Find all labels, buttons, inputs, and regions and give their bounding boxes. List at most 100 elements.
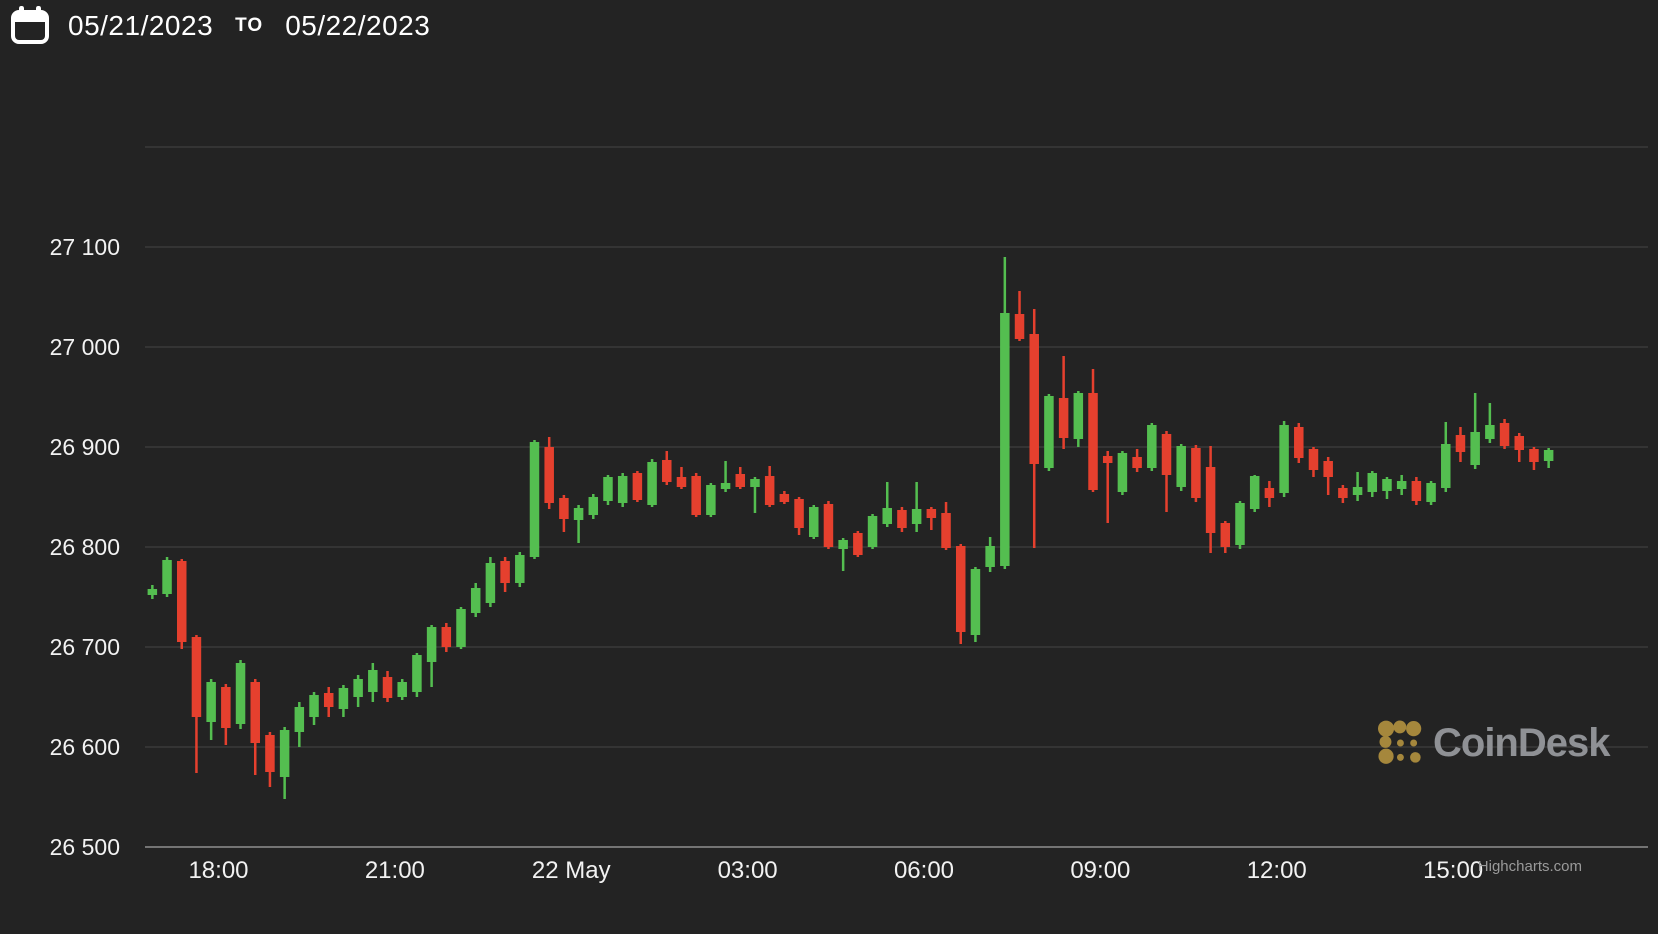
candle[interactable] bbox=[882, 482, 892, 527]
candle[interactable] bbox=[1294, 423, 1304, 463]
candle[interactable] bbox=[676, 467, 687, 489]
calendar-icon[interactable] bbox=[10, 6, 50, 46]
candle[interactable] bbox=[1279, 421, 1289, 497]
candle[interactable] bbox=[764, 466, 775, 507]
candle[interactable] bbox=[955, 544, 966, 644]
candle[interactable] bbox=[838, 538, 848, 571]
candle[interactable] bbox=[500, 557, 510, 592]
candle[interactable] bbox=[456, 607, 466, 649]
candle[interactable] bbox=[1161, 431, 1172, 512]
candle[interactable] bbox=[1249, 475, 1260, 512]
candle[interactable] bbox=[147, 585, 158, 599]
candle[interactable] bbox=[1323, 457, 1333, 495]
candle[interactable] bbox=[309, 692, 319, 725]
candle[interactable] bbox=[1132, 449, 1142, 472]
candle[interactable] bbox=[706, 483, 716, 517]
candle[interactable] bbox=[162, 557, 172, 597]
candle[interactable] bbox=[1058, 356, 1069, 449]
candle[interactable] bbox=[1396, 475, 1407, 495]
candle[interactable] bbox=[617, 473, 628, 507]
candle[interactable] bbox=[1308, 447, 1319, 477]
candle[interactable] bbox=[412, 653, 422, 697]
candle[interactable] bbox=[235, 660, 246, 729]
candle[interactable] bbox=[1426, 481, 1436, 505]
candle[interactable] bbox=[544, 437, 554, 509]
candle[interactable] bbox=[1176, 444, 1186, 491]
candle[interactable] bbox=[926, 507, 937, 530]
candle[interactable] bbox=[1470, 393, 1480, 469]
candle[interactable] bbox=[750, 477, 760, 513]
candle[interactable] bbox=[1264, 481, 1275, 507]
candle[interactable] bbox=[691, 473, 701, 517]
candle[interactable] bbox=[1044, 394, 1054, 471]
candle[interactable] bbox=[1543, 448, 1554, 468]
candle[interactable] bbox=[662, 451, 672, 485]
candle[interactable] bbox=[1352, 472, 1363, 501]
candle[interactable] bbox=[441, 623, 452, 652]
candle[interactable] bbox=[353, 675, 363, 707]
candle[interactable] bbox=[1147, 423, 1157, 471]
candle[interactable] bbox=[853, 531, 863, 557]
candle[interactable] bbox=[1455, 427, 1466, 462]
candle[interactable] bbox=[397, 679, 407, 700]
candle[interactable] bbox=[529, 440, 540, 559]
candle[interactable] bbox=[485, 557, 496, 607]
candle[interactable] bbox=[970, 567, 981, 642]
candle[interactable] bbox=[1411, 477, 1422, 505]
candle[interactable] bbox=[368, 663, 378, 702]
candle[interactable] bbox=[647, 459, 657, 507]
candle[interactable] bbox=[470, 583, 481, 617]
candle[interactable] bbox=[720, 461, 731, 492]
candle[interactable] bbox=[559, 495, 569, 532]
candle[interactable] bbox=[985, 537, 995, 572]
candle[interactable] bbox=[603, 475, 613, 505]
candle[interactable] bbox=[809, 505, 819, 539]
candle[interactable] bbox=[338, 685, 349, 717]
end-date[interactable]: 05/22/2023 bbox=[285, 10, 431, 41]
candle[interactable] bbox=[588, 494, 599, 519]
candle[interactable] bbox=[1367, 471, 1378, 497]
candle[interactable] bbox=[897, 507, 907, 532]
candle[interactable] bbox=[1514, 433, 1525, 462]
candle[interactable] bbox=[779, 491, 790, 504]
candle[interactable] bbox=[191, 635, 202, 773]
candle[interactable] bbox=[1338, 485, 1348, 503]
candle[interactable] bbox=[1205, 446, 1216, 553]
candle[interactable] bbox=[323, 687, 334, 717]
candle[interactable] bbox=[823, 501, 834, 549]
candle[interactable] bbox=[867, 514, 878, 549]
candle[interactable] bbox=[794, 497, 804, 535]
candle[interactable] bbox=[1000, 257, 1010, 569]
candle[interactable] bbox=[294, 702, 305, 747]
candle[interactable] bbox=[1485, 403, 1495, 443]
candle[interactable] bbox=[265, 732, 275, 787]
candle[interactable] bbox=[1441, 422, 1451, 492]
candle[interactable] bbox=[941, 502, 951, 550]
candle[interactable] bbox=[1014, 291, 1025, 341]
date-range-picker[interactable]: 05/21/2023 TO 05/22/2023 bbox=[10, 4, 430, 48]
highcharts-credit[interactable]: Highcharts.com bbox=[1477, 858, 1582, 875]
candle[interactable] bbox=[735, 467, 746, 489]
candle[interactable] bbox=[1220, 521, 1231, 553]
candle[interactable] bbox=[221, 684, 231, 745]
candle[interactable] bbox=[1382, 477, 1392, 499]
candle[interactable] bbox=[573, 505, 584, 543]
candle[interactable] bbox=[515, 552, 525, 587]
candle[interactable] bbox=[1102, 451, 1113, 523]
candle[interactable] bbox=[382, 671, 393, 702]
candle[interactable] bbox=[206, 679, 216, 740]
candle[interactable] bbox=[911, 482, 922, 532]
candle[interactable] bbox=[1088, 369, 1098, 492]
start-date[interactable]: 05/21/2023 bbox=[68, 10, 214, 41]
candle[interactable] bbox=[279, 727, 290, 799]
candle[interactable] bbox=[1029, 309, 1039, 548]
candle[interactable] bbox=[426, 625, 437, 687]
candle[interactable] bbox=[250, 679, 260, 775]
candle[interactable] bbox=[632, 471, 643, 502]
candle[interactable] bbox=[176, 559, 187, 649]
candle[interactable] bbox=[1529, 447, 1539, 470]
candle[interactable] bbox=[1191, 445, 1201, 502]
candle[interactable] bbox=[1235, 501, 1245, 549]
candle[interactable] bbox=[1499, 419, 1510, 449]
